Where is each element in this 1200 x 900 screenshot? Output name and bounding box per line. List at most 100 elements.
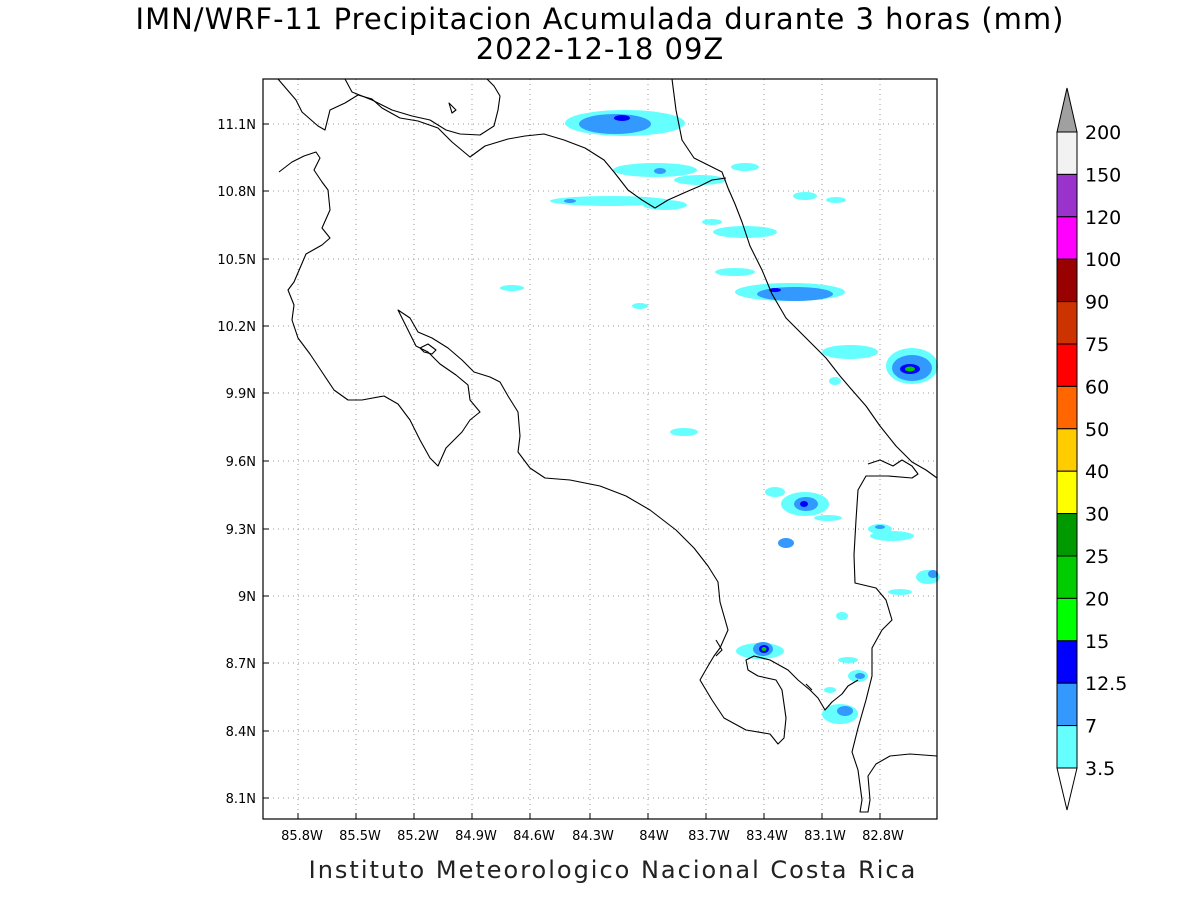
colorbar-bottom-arrow <box>1056 767 1078 811</box>
precip-cell <box>757 287 833 301</box>
lon-tick-label: 84.9W <box>455 829 497 844</box>
precipitation-field <box>500 110 940 724</box>
lat-tick-labels: 11.1N 10.8N 10.5N 10.2N 9.9N 9.6N 9.3N 9… <box>217 118 256 807</box>
precip-cell <box>579 114 651 134</box>
precip-cell <box>870 531 914 541</box>
colorbar-swatch <box>1056 301 1078 345</box>
precip-cell <box>888 589 912 595</box>
precip-cell <box>793 192 817 200</box>
lat-tick-label: 9.3N <box>226 523 256 538</box>
colorbar-swatch <box>1056 343 1078 387</box>
precip-cell <box>702 219 722 225</box>
lon-tick-label: 85.2W <box>397 829 439 844</box>
colorbar-label: 20 <box>1085 588 1109 610</box>
colorbar-swatch <box>1056 597 1078 642</box>
border-nicaragua <box>277 78 727 209</box>
colorbar-label: 200 <box>1085 122 1121 144</box>
coastlines <box>277 78 938 813</box>
axis-ticks <box>263 123 881 819</box>
colorbar-label: 40 <box>1085 461 1109 483</box>
lat-tick-label: 11.1N <box>217 118 256 133</box>
colorbar-label: 100 <box>1085 249 1121 271</box>
colorbar-swatch <box>1056 725 1078 769</box>
pacific-coast <box>278 151 859 745</box>
footer-credit: Instituto Meteorologico Nacional Costa R… <box>308 856 918 884</box>
colorbar-swatch <box>1056 216 1078 260</box>
lat-tick-label: 8.4N <box>226 725 256 740</box>
precip-cell <box>500 285 524 291</box>
colorbar-swatch <box>1056 258 1078 303</box>
lon-tick-label: 84.6W <box>513 829 555 844</box>
colorbar-swatch <box>1056 131 1078 175</box>
precip-cell <box>769 288 781 292</box>
coast-detail <box>715 639 723 657</box>
precip-cell <box>765 487 785 497</box>
lat-tick-label: 10.5N <box>217 253 256 268</box>
lat-tick-label: 8.1N <box>226 792 256 807</box>
precip-cell <box>564 199 576 203</box>
precip-cell <box>654 168 666 174</box>
colorbar-label: 30 <box>1085 504 1109 526</box>
lon-tick-label: 85.5W <box>339 829 381 844</box>
map-title: IMN/WRF-11 Precipitacion Acumulada duran… <box>135 2 1065 36</box>
precip-cell <box>632 303 648 309</box>
precip-cell <box>928 570 938 578</box>
colorbar-swatch <box>1056 640 1078 684</box>
colorbar-label: 75 <box>1085 334 1109 356</box>
lon-tick-label: 83.1W <box>804 829 846 844</box>
lat-tick-label: 9N <box>238 590 256 605</box>
colorbar-label: 90 <box>1085 292 1109 314</box>
colorbar-label: 120 <box>1085 207 1121 229</box>
colorbar: 200 150 120 100 90 75 60 50 40 30 25 20 15 12.5 7 3.5 <box>1056 87 1127 811</box>
colorbar-label: 15 <box>1085 631 1109 653</box>
colorbar-label: 150 <box>1085 164 1121 186</box>
colorbar-swatch <box>1056 385 1078 430</box>
precip-cell <box>761 647 767 651</box>
caribbean-coast <box>671 78 938 479</box>
lon-tick-label: 85.8W <box>281 829 323 844</box>
precip-cell <box>855 673 865 679</box>
colorbar-label: 7 <box>1085 716 1097 738</box>
coast-detail <box>805 683 813 691</box>
colorbar-swatch <box>1056 173 1078 218</box>
precip-cell <box>837 706 853 716</box>
colorbar-swatch <box>1056 428 1078 472</box>
precip-cell <box>814 515 842 521</box>
colorbar-label: 25 <box>1085 546 1109 568</box>
border-panama <box>851 459 938 813</box>
lat-tick-label: 8.7N <box>226 657 256 672</box>
lon-tick-label: 83.7W <box>688 829 730 844</box>
precip-cell <box>778 538 794 548</box>
precip-cell <box>731 163 759 171</box>
colorbar-swatch <box>1056 470 1078 515</box>
precip-cell <box>670 428 698 436</box>
precip-cell <box>875 525 885 529</box>
precip-cell <box>800 501 808 507</box>
colorbar-label: 50 <box>1085 419 1109 441</box>
colorbar-label: 3.5 <box>1085 758 1115 780</box>
map-frame <box>262 78 938 820</box>
lon-tick-labels: 85.8W 85.5W 85.2W 84.9W 84.6W 84.3W 84W … <box>281 829 904 844</box>
precip-cell <box>674 175 726 185</box>
colorbar-swatch <box>1056 682 1078 727</box>
lon-tick-label: 84W <box>639 829 669 844</box>
lat-tick-label: 10.2N <box>217 320 256 335</box>
lat-tick-label: 10.8N <box>217 185 256 200</box>
nicoya-island <box>419 343 437 355</box>
colorbar-swatch <box>1056 555 1078 599</box>
precip-cell <box>836 612 848 620</box>
precip-cell <box>905 366 915 372</box>
lon-tick-label: 84.3W <box>572 829 614 844</box>
precip-cell <box>838 657 858 663</box>
colorbar-label: 12.5 <box>1085 673 1127 695</box>
lat-tick-label: 9.9N <box>226 387 256 402</box>
island <box>448 102 457 114</box>
lon-tick-label: 82.8W <box>862 829 904 844</box>
map-date: 2022-12-18 09Z <box>475 32 725 66</box>
lake-nicaragua <box>344 78 501 136</box>
colorbar-top-arrow <box>1056 87 1078 133</box>
precip-cell <box>824 687 836 693</box>
grid <box>263 79 937 819</box>
colorbar-label: 60 <box>1085 376 1109 398</box>
